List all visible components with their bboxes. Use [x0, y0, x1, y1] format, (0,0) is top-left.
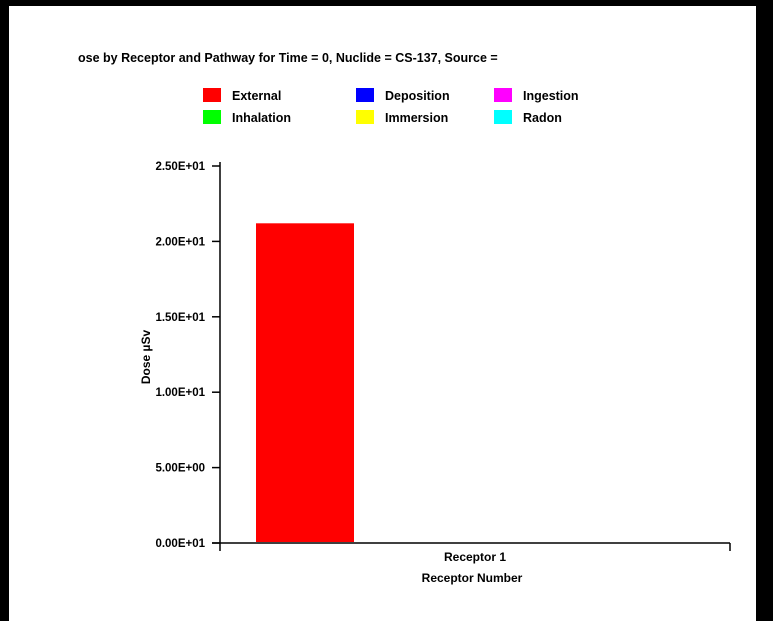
y-tick-label: 1.50E+01	[155, 312, 205, 324]
y-tick-label: 1.00E+01	[155, 387, 205, 399]
legend-label-external: External	[232, 89, 281, 103]
y-tick-label: 0.00E+01	[155, 538, 205, 550]
legend-label-immersion: Immersion	[385, 111, 448, 125]
legend-swatch-inhalation	[203, 110, 221, 124]
legend-label-inhalation: Inhalation	[232, 111, 291, 125]
x-category-label: Receptor 1	[444, 550, 506, 564]
frame-border-right	[756, 0, 773, 621]
axes	[212, 162, 731, 551]
legend-swatch-ingestion	[494, 88, 512, 102]
legend-swatch-deposition	[356, 88, 374, 102]
y-ticks: 0.00E+01 5.00E+00 1.00E+01 1.50E+01 2.00E+01…	[155, 161, 220, 550]
legend: External Deposition Ingestion Inhalation Imm…	[203, 88, 579, 125]
title-clip-mask	[0, 40, 78, 70]
y-tick-label: 5.00E+00	[155, 463, 205, 475]
legend-label-radon: Radon	[523, 111, 562, 125]
title-right-mask	[737, 40, 756, 70]
legend-swatch-external	[203, 88, 221, 102]
legend-label-deposition: Deposition	[385, 89, 450, 103]
y-axis-title: Dose µSv	[139, 330, 153, 385]
frame-border-top	[0, 0, 773, 6]
x-categories: Receptor 1	[444, 550, 506, 564]
y-tick-label: 2.50E+01	[155, 161, 205, 173]
legend-swatch-immersion	[356, 110, 374, 124]
bars	[256, 223, 354, 542]
chart-title: ose by Receptor and Pathway for Time = 0…	[78, 51, 498, 65]
legend-label-ingestion: Ingestion	[523, 89, 579, 103]
bar-external-1	[256, 223, 354, 542]
y-tick-label: 2.00E+01	[155, 236, 205, 248]
x-axis-title: Receptor Number	[422, 571, 523, 585]
legend-swatch-radon	[494, 110, 512, 124]
frame-border-left-over	[0, 0, 9, 621]
